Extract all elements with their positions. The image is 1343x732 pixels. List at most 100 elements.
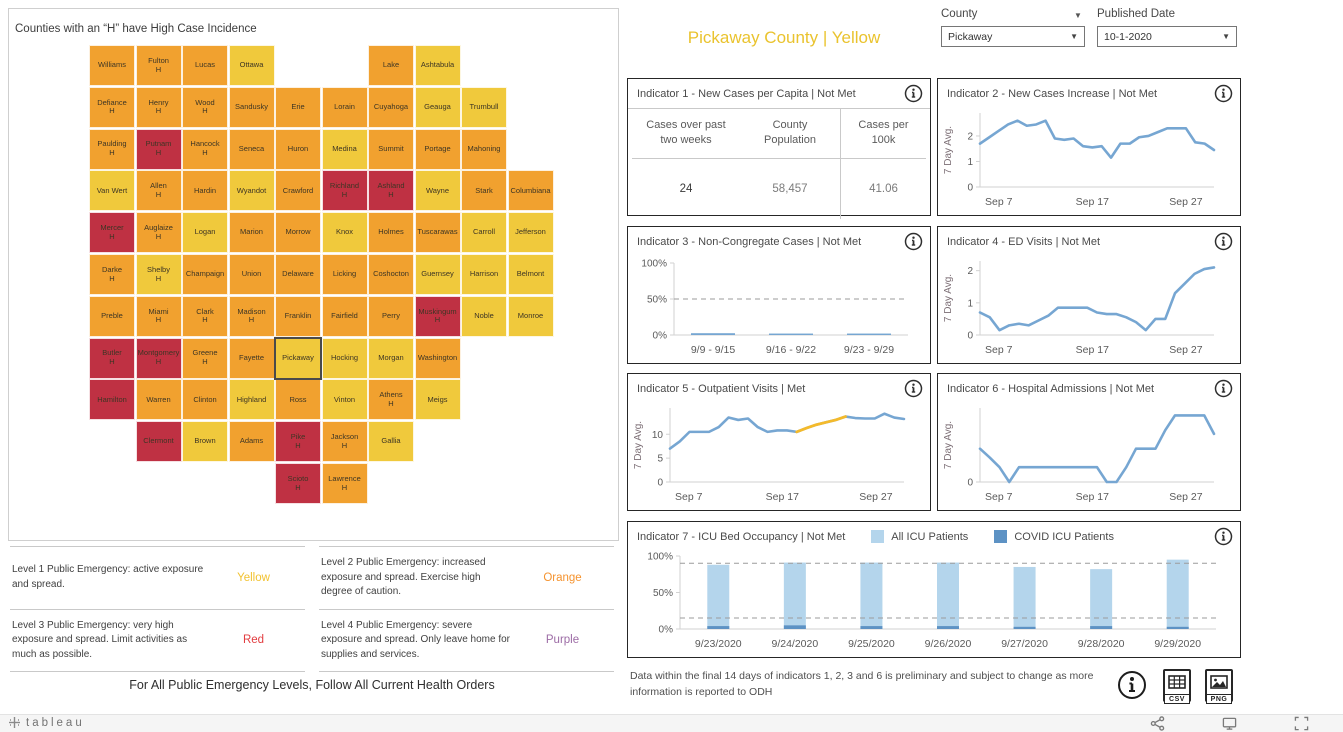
info-icon[interactable] — [904, 84, 923, 103]
county-morgan[interactable]: Morgan — [368, 337, 414, 379]
county-brown[interactable]: Brown — [182, 421, 228, 463]
county-jefferson[interactable]: Jefferson — [507, 212, 554, 254]
share-icon[interactable] — [1150, 716, 1165, 731]
county-hancock[interactable]: Hancock H — [182, 128, 228, 170]
county-erie[interactable]: Erie — [275, 86, 321, 128]
county-preble[interactable]: Preble — [89, 295, 135, 337]
county-crawford[interactable]: Crawford — [275, 170, 321, 212]
county-noble[interactable]: Noble — [461, 295, 507, 337]
info-icon[interactable] — [904, 379, 923, 398]
county-fayette[interactable]: Fayette — [228, 337, 275, 379]
county-auglaize[interactable]: Auglaize H — [135, 212, 182, 254]
county-highland[interactable]: Highland — [228, 379, 275, 421]
county-gallia[interactable]: Gallia — [368, 421, 414, 463]
county-medina[interactable]: Medina — [321, 128, 368, 170]
county-williams[interactable]: Williams — [89, 45, 135, 86]
county-greene[interactable]: Greene H — [182, 337, 228, 379]
indicator-7-chart[interactable]: 0% 50% 100% 9/23/2020 9/24/2020 9/25/2020 9/26… — [628, 548, 1240, 660]
county-fulton[interactable]: Fulton H — [135, 45, 182, 86]
county-harrison[interactable]: Harrison — [461, 254, 507, 295]
ohio-county-map[interactable]: Williams Fulton H Lucas Ottawa Lake Ashtabula D… — [89, 45, 559, 507]
info-icon[interactable] — [1214, 232, 1233, 251]
county-richland[interactable]: Richland H — [321, 170, 368, 212]
county-pike[interactable]: Pike H — [275, 421, 321, 463]
indicator-2-chart[interactable]: 0 1 2 7 Day Avg. Sep 7 Sep 17 Sep 27 — [938, 105, 1240, 218]
county-delaware[interactable]: Delaware — [275, 254, 321, 295]
county-washington[interactable]: Washington — [414, 337, 461, 379]
county-montgomery[interactable]: Montgomery H — [135, 337, 182, 379]
county-monroe[interactable]: Monroe — [507, 295, 554, 337]
county-darke[interactable]: Darke H — [89, 254, 135, 295]
county-athens[interactable]: Athens H — [368, 379, 414, 421]
county-mahoning[interactable]: Mahoning — [461, 128, 507, 170]
county-butler[interactable]: Butler H — [89, 337, 135, 379]
county-pickaway[interactable]: Pickaway — [274, 336, 322, 380]
county-franklin[interactable]: Franklin — [275, 295, 321, 337]
fullscreen-icon[interactable] — [1294, 716, 1309, 731]
county-jackson[interactable]: Jackson H — [321, 421, 368, 463]
county-lorain[interactable]: Lorain — [321, 86, 368, 128]
info-icon[interactable] — [904, 232, 923, 251]
county-seneca[interactable]: Seneca — [228, 128, 275, 170]
download-csv-button[interactable]: CSV — [1163, 669, 1191, 704]
county-sandusky[interactable]: Sandusky — [228, 86, 275, 128]
county-ashland[interactable]: Ashland H — [368, 170, 414, 212]
county-defiance[interactable]: Defiance H — [89, 86, 135, 128]
county-hamilton[interactable]: Hamilton — [89, 379, 135, 421]
county-trumbull[interactable]: Trumbull — [461, 86, 507, 128]
info-icon[interactable] — [1214, 527, 1233, 546]
indicator-5-chart[interactable]: 0 5 10 7 Day Avg. Sep 7 Sep 17 Sep 27 — [628, 400, 930, 513]
county-paulding[interactable]: Paulding H — [89, 128, 135, 170]
county-wayne[interactable]: Wayne — [414, 170, 461, 212]
county-clark[interactable]: Clark H — [182, 295, 228, 337]
county-portage[interactable]: Portage — [414, 128, 461, 170]
county-geauga[interactable]: Geauga — [414, 86, 461, 128]
county-perry[interactable]: Perry — [368, 295, 414, 337]
county-huron[interactable]: Huron — [275, 128, 321, 170]
county-madison[interactable]: Madison H — [228, 295, 275, 337]
county-filter-menu-caret-icon[interactable]: ▼ — [1074, 11, 1082, 20]
county-meigs[interactable]: Meigs — [414, 379, 461, 421]
county-muskingum[interactable]: Muskingum H — [414, 295, 461, 337]
county-vinton[interactable]: Vinton — [321, 379, 368, 421]
county-columbiana[interactable]: Columbiana — [507, 170, 554, 212]
indicator-3-chart[interactable]: 0% 50% 100% 9/9 - 9/15 9/16 - 9/22 9/23 - 9/2… — [628, 253, 930, 366]
county-lawrence[interactable]: Lawrence H — [321, 463, 368, 504]
indicator-6-chart[interactable]: 0 7 Day Avg. Sep 7 Sep 17 Sep 27 — [938, 400, 1240, 513]
county-clinton[interactable]: Clinton — [182, 379, 228, 421]
county-knox[interactable]: Knox — [321, 212, 368, 254]
county-adams[interactable]: Adams — [228, 421, 275, 463]
county-tuscarawas[interactable]: Tuscarawas — [414, 212, 461, 254]
county-guernsey[interactable]: Guernsey — [414, 254, 461, 295]
county-lucas[interactable]: Lucas — [182, 45, 228, 86]
county-carroll[interactable]: Carroll — [461, 212, 507, 254]
county-clermont[interactable]: Clermont — [135, 421, 182, 463]
county-ottawa[interactable]: Ottawa — [228, 45, 275, 86]
county-warren[interactable]: Warren — [135, 379, 182, 421]
county-shelby[interactable]: Shelby H — [135, 254, 182, 295]
county-marion[interactable]: Marion — [228, 212, 275, 254]
county-henry[interactable]: Henry H — [135, 86, 182, 128]
county-coshocton[interactable]: Coshocton — [368, 254, 414, 295]
download-png-button[interactable]: PNG — [1205, 669, 1233, 704]
county-dropdown[interactable]: Pickaway ▼ — [941, 26, 1085, 47]
county-scioto[interactable]: Scioto H — [275, 463, 321, 504]
download-icon[interactable] — [1222, 716, 1237, 731]
tableau-logo[interactable]: tableau — [8, 716, 85, 729]
county-cuyahoga[interactable]: Cuyahoga — [368, 86, 414, 128]
county-logan[interactable]: Logan — [182, 212, 228, 254]
info-button[interactable] — [1117, 670, 1147, 700]
county-allen[interactable]: Allen H — [135, 170, 182, 212]
county-lake[interactable]: Lake — [368, 45, 414, 86]
county-miami[interactable]: Miami H — [135, 295, 182, 337]
county-mercer[interactable]: Mercer H — [89, 212, 135, 254]
county-champaign[interactable]: Champaign — [182, 254, 228, 295]
info-icon[interactable] — [1214, 84, 1233, 103]
county-wood[interactable]: Wood H — [182, 86, 228, 128]
county-union[interactable]: Union — [228, 254, 275, 295]
info-icon[interactable] — [1214, 379, 1233, 398]
county-ross[interactable]: Ross — [275, 379, 321, 421]
county-belmont[interactable]: Belmont — [507, 254, 554, 295]
county-licking[interactable]: Licking — [321, 254, 368, 295]
county-hardin[interactable]: Hardin — [182, 170, 228, 212]
